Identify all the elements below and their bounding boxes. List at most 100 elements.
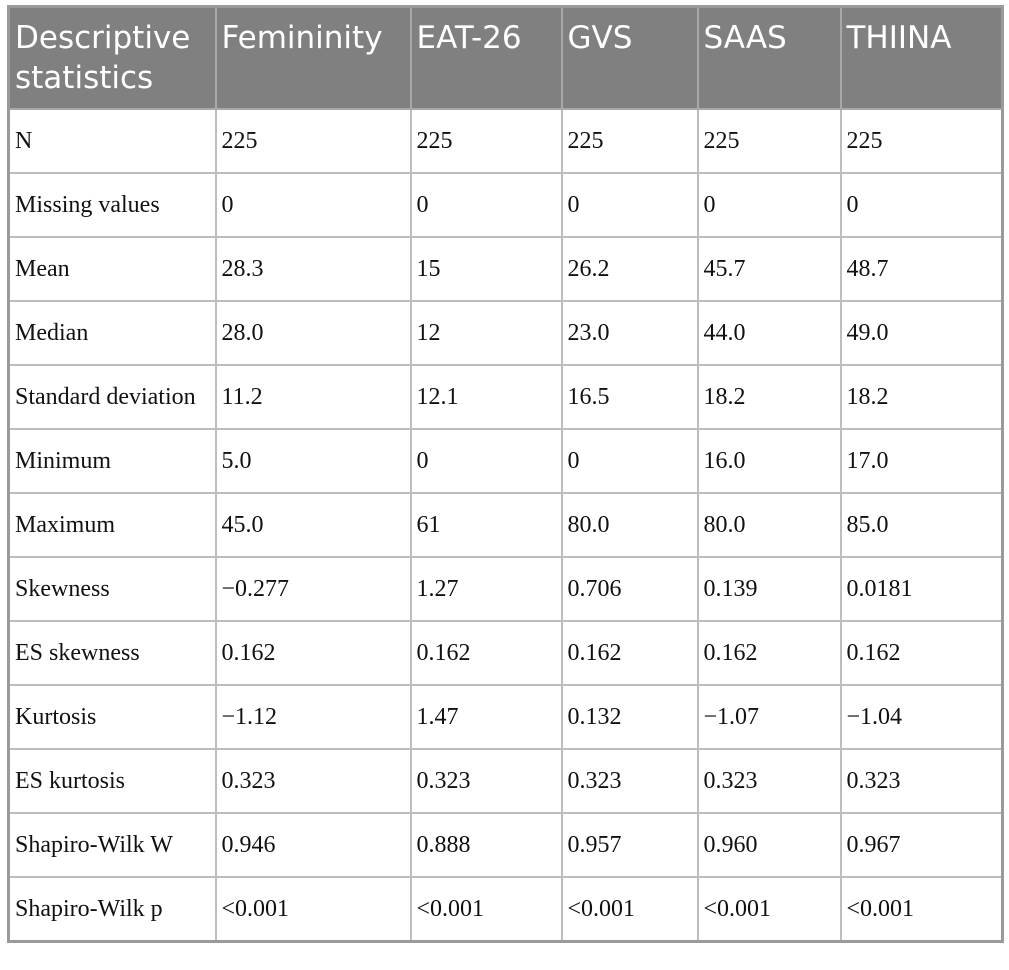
cell: <0.001 — [409, 876, 563, 943]
row-label: Median — [7, 300, 217, 366]
cell: 0.132 — [560, 684, 699, 750]
cell: 0.323 — [409, 748, 563, 814]
cell: 0.323 — [214, 748, 412, 814]
cell: 0 — [560, 172, 699, 238]
cell: <0.001 — [696, 876, 842, 943]
cell: 0.957 — [560, 812, 699, 878]
cell: 45.7 — [696, 236, 842, 302]
cell: 225 — [696, 108, 842, 174]
cell: 0.888 — [409, 812, 563, 878]
row-label: Shapiro-Wilk W — [7, 812, 217, 878]
row-label: Skewness — [7, 556, 217, 622]
table-row: N 225 225 225 225 225 — [7, 108, 1004, 174]
cell: −1.12 — [214, 684, 412, 750]
row-label: Shapiro-Wilk p — [7, 876, 217, 943]
cell: 1.27 — [409, 556, 563, 622]
row-label: N — [7, 108, 217, 174]
cell: 16.5 — [560, 364, 699, 430]
row-label: Maximum — [7, 492, 217, 558]
cell: 49.0 — [839, 300, 1004, 366]
table-row: Standard deviation 11.2 12.1 16.5 18.2 18.2 — [7, 364, 1004, 430]
cell: 0.967 — [839, 812, 1004, 878]
header-row: Descriptive statistics Femininity EAT-26 GV… — [7, 5, 1004, 110]
cell: −1.04 — [839, 684, 1004, 750]
cell: 12 — [409, 300, 563, 366]
table-row: Kurtosis −1.12 1.47 0.132 −1.07 −1.04 — [7, 684, 1004, 750]
header-cell: THIINA — [839, 5, 1004, 110]
row-label: ES skewness — [7, 620, 217, 686]
cell: 80.0 — [560, 492, 699, 558]
row-label: Mean — [7, 236, 217, 302]
cell: 28.3 — [214, 236, 412, 302]
cell: 0 — [839, 172, 1004, 238]
cell: 1.47 — [409, 684, 563, 750]
header-cell: EAT-26 — [409, 5, 563, 110]
cell: 61 — [409, 492, 563, 558]
cell: 0.323 — [696, 748, 842, 814]
cell: 11.2 — [214, 364, 412, 430]
cell: 0 — [560, 428, 699, 494]
cell: 85.0 — [839, 492, 1004, 558]
cell: <0.001 — [214, 876, 412, 943]
cell: 15 — [409, 236, 563, 302]
table-row: Shapiro-Wilk p <0.001 <0.001 <0.001 <0.001 <0… — [7, 876, 1004, 943]
table-row: ES skewness 0.162 0.162 0.162 0.162 0.162 — [7, 620, 1004, 686]
table-row: Maximum 45.0 61 80.0 80.0 85.0 — [7, 492, 1004, 558]
cell: 18.2 — [839, 364, 1004, 430]
cell: 0.162 — [839, 620, 1004, 686]
cell: 0 — [409, 428, 563, 494]
cell: 225 — [839, 108, 1004, 174]
cell: 5.0 — [214, 428, 412, 494]
cell: −0.277 — [214, 556, 412, 622]
row-label: Kurtosis — [7, 684, 217, 750]
cell: 16.0 — [696, 428, 842, 494]
cell: 0.960 — [696, 812, 842, 878]
cell: <0.001 — [839, 876, 1004, 943]
cell: 0.139 — [696, 556, 842, 622]
table-row: Minimum 5.0 0 0 16.0 17.0 — [7, 428, 1004, 494]
cell: 0.162 — [409, 620, 563, 686]
cell: 225 — [214, 108, 412, 174]
cell: 12.1 — [409, 364, 563, 430]
row-label: Standard deviation — [7, 364, 217, 430]
cell: 80.0 — [696, 492, 842, 558]
cell: 0.0181 — [839, 556, 1004, 622]
row-label: Missing values — [7, 172, 217, 238]
table-row: Median 28.0 12 23.0 44.0 49.0 — [7, 300, 1004, 366]
cell: 45.0 — [214, 492, 412, 558]
header-cell: Descriptive statistics — [7, 5, 217, 110]
cell: 0.706 — [560, 556, 699, 622]
cell: 0 — [214, 172, 412, 238]
cell: 0.323 — [839, 748, 1004, 814]
cell: 44.0 — [696, 300, 842, 366]
cell: 23.0 — [560, 300, 699, 366]
cell: 0.162 — [560, 620, 699, 686]
cell: 18.2 — [696, 364, 842, 430]
table-row: Shapiro-Wilk W 0.946 0.888 0.957 0.960 0.967 — [7, 812, 1004, 878]
row-label: ES kurtosis — [7, 748, 217, 814]
cell: 0 — [409, 172, 563, 238]
header-cell: SAAS — [696, 5, 842, 110]
cell: 0.946 — [214, 812, 412, 878]
cell: 225 — [560, 108, 699, 174]
table-header: Descriptive statistics Femininity EAT-26 GV… — [7, 5, 1004, 110]
table-row: Mean 28.3 15 26.2 45.7 48.7 — [7, 236, 1004, 302]
cell: 48.7 — [839, 236, 1004, 302]
table-body: N 225 225 225 225 225 Missing values 0 0 0 0 0 Mean 2… — [7, 108, 1004, 943]
cell: 0 — [696, 172, 842, 238]
table-row: ES kurtosis 0.323 0.323 0.323 0.323 0.323 — [7, 748, 1004, 814]
cell: 26.2 — [560, 236, 699, 302]
cell: −1.07 — [696, 684, 842, 750]
cell: <0.001 — [560, 876, 699, 943]
header-cell: GVS — [560, 5, 699, 110]
cell: 0.162 — [214, 620, 412, 686]
table-row: Missing values 0 0 0 0 0 — [7, 172, 1004, 238]
table-row: Skewness −0.277 1.27 0.706 0.139 0.0181 — [7, 556, 1004, 622]
row-label: Minimum — [7, 428, 217, 494]
cell: 0.162 — [696, 620, 842, 686]
stats-table: Descriptive statistics Femininity EAT-26 GV… — [7, 5, 1004, 943]
header-cell: Femininity — [214, 5, 412, 110]
cell: 17.0 — [839, 428, 1004, 494]
cell: 28.0 — [214, 300, 412, 366]
